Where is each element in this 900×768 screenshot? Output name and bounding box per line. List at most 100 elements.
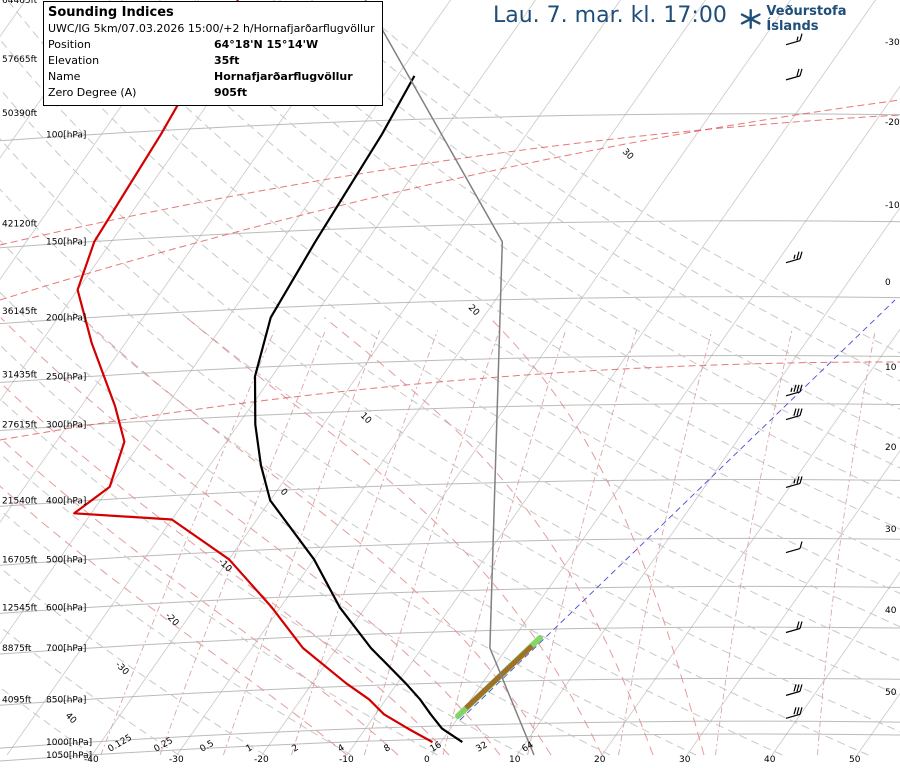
- info-row-position: Position 64°18'N 15°14'W: [48, 37, 378, 53]
- wind-barb-flag: [799, 384, 803, 392]
- dry-adiabat-line: [0, 344, 611, 756]
- mixing-ratio-line: [363, 330, 500, 756]
- pressure-label: 200[hPa]: [46, 314, 86, 324]
- isotherm-line: [346, 0, 876, 756]
- pressure-label: 600[hPa]: [46, 603, 86, 613]
- wind-barb-flag: [793, 684, 797, 692]
- isobar-line: [0, 113, 900, 142]
- lcl-band-brown: [464, 644, 534, 710]
- altitude-label: 4095ft: [2, 695, 32, 705]
- isobar-line: [0, 478, 900, 507]
- pressure-label: 1050[hPa]: [46, 751, 92, 761]
- dry-adiabat-line: [121, 0, 900, 530]
- wind-barb-staff: [785, 415, 801, 421]
- info-key: Zero Degree (A): [48, 86, 137, 99]
- wind-barb-flag: [799, 621, 803, 629]
- bottom-tick-label: 30: [679, 755, 691, 765]
- wind-barb-staff: [785, 75, 801, 81]
- wind-barb-flag: [796, 384, 800, 392]
- isobar-line: [0, 585, 900, 614]
- isotherm-line: [686, 450, 900, 756]
- altitude-label: 8875ft: [2, 644, 32, 654]
- isobar-line: [0, 220, 900, 249]
- altitude-label: 50390ft: [2, 109, 38, 119]
- series-line-dewpoint: [73, 0, 434, 744]
- wind-barb-flag: [796, 476, 800, 484]
- brand-logo[interactable]: Veðurstofa Íslands: [738, 4, 900, 34]
- altitude-label: 64465ft: [2, 0, 38, 6]
- pressure-label: 1000[hPa]: [46, 738, 92, 748]
- wind-barb-staff: [785, 547, 801, 554]
- info-key: Position: [48, 38, 91, 51]
- reference-dashed-line: [0, 361, 900, 441]
- wind-barb: [785, 476, 803, 488]
- bottom-tick-label: 20: [594, 755, 606, 765]
- info-value: Hornafjarðarflugvöllur: [214, 70, 353, 83]
- wind-barb-staff: [785, 40, 801, 46]
- wind-barb-half: [790, 387, 793, 392]
- dry-adiabat-line: [0, 291, 697, 756]
- info-key: Elevation: [48, 54, 100, 67]
- series-line-parcel: [364, 0, 535, 756]
- mixing-ratio-label: 8: [383, 743, 393, 755]
- mixing-ratio-line: [222, 330, 381, 756]
- moist-adiabat-line: [81, 317, 552, 756]
- mixing-ratio-label: 0.5: [199, 739, 216, 755]
- right-axis-label: 40: [885, 606, 897, 616]
- wind-barb-flag: [799, 251, 803, 259]
- reference-dashed-line: [0, 114, 900, 246]
- pressure-label: 100[hPa]: [46, 131, 86, 141]
- right-axis-label: -30: [885, 38, 900, 48]
- isotherm-line: [771, 571, 900, 756]
- right-axis-label: 20: [885, 443, 897, 453]
- wind-barb-staff: [785, 713, 801, 719]
- wind-barb: [785, 621, 803, 634]
- wind-barb: [785, 33, 803, 46]
- isotherm-line: [6, 0, 536, 756]
- mixing-ratio-line: [159, 330, 326, 756]
- info-row-zero-degree: Zero Degree (A) 905ft: [48, 85, 378, 101]
- isotherm-line: [0, 0, 366, 523]
- wind-barb-flag: [796, 621, 800, 629]
- isotherm-line: [261, 0, 791, 756]
- sounding-series: [73, 0, 535, 756]
- dry-adiabat-line: [0, 509, 352, 756]
- mixing-ratio-label: 2: [291, 743, 301, 755]
- moist-adiabat-line: [0, 381, 450, 756]
- pressure-label: 850[hPa]: [46, 695, 86, 705]
- isobar-line: [0, 733, 900, 762]
- wind-barb-flag: [799, 684, 803, 692]
- mixing-ratio-label: 4: [337, 743, 347, 755]
- mixing-ratio-label: 0.125: [107, 733, 134, 755]
- wind-barb-staff: [785, 690, 801, 696]
- isobar-line: [0, 677, 900, 706]
- isotherm-line: [0, 0, 281, 402]
- isobar-line: [0, 355, 900, 383]
- pressure-label: 250[hPa]: [46, 372, 86, 382]
- wind-barb-staff: [785, 627, 801, 634]
- isotherm-line: [601, 328, 900, 756]
- wind-barb-half: [796, 36, 799, 41]
- mixing-ratio-line: [527, 330, 637, 756]
- mixing-ratio-label: 32: [475, 740, 490, 754]
- forecast-time: Lau. 7. mar. kl. 17:00: [493, 3, 727, 28]
- isotherm-line: [91, 0, 621, 756]
- bottom-tick-label: -40: [84, 755, 99, 765]
- wind-barb-flag: [793, 408, 797, 416]
- info-key: Name: [48, 70, 81, 83]
- bottom-tick-label: 50: [849, 755, 861, 765]
- dry-adiabat-line: [235, 0, 900, 439]
- wind-barb: [785, 684, 803, 696]
- bottom-tick-label: 10: [509, 755, 521, 765]
- isotherm-label: 0: [278, 487, 289, 498]
- altitude-label: 42120ft: [2, 220, 38, 230]
- mixing-ratio-line: [715, 330, 793, 756]
- wind-barb: [785, 541, 803, 554]
- isotherm-line: [176, 0, 706, 756]
- isotherm-line: [856, 692, 900, 756]
- altitude-label: 57665ft: [2, 55, 38, 65]
